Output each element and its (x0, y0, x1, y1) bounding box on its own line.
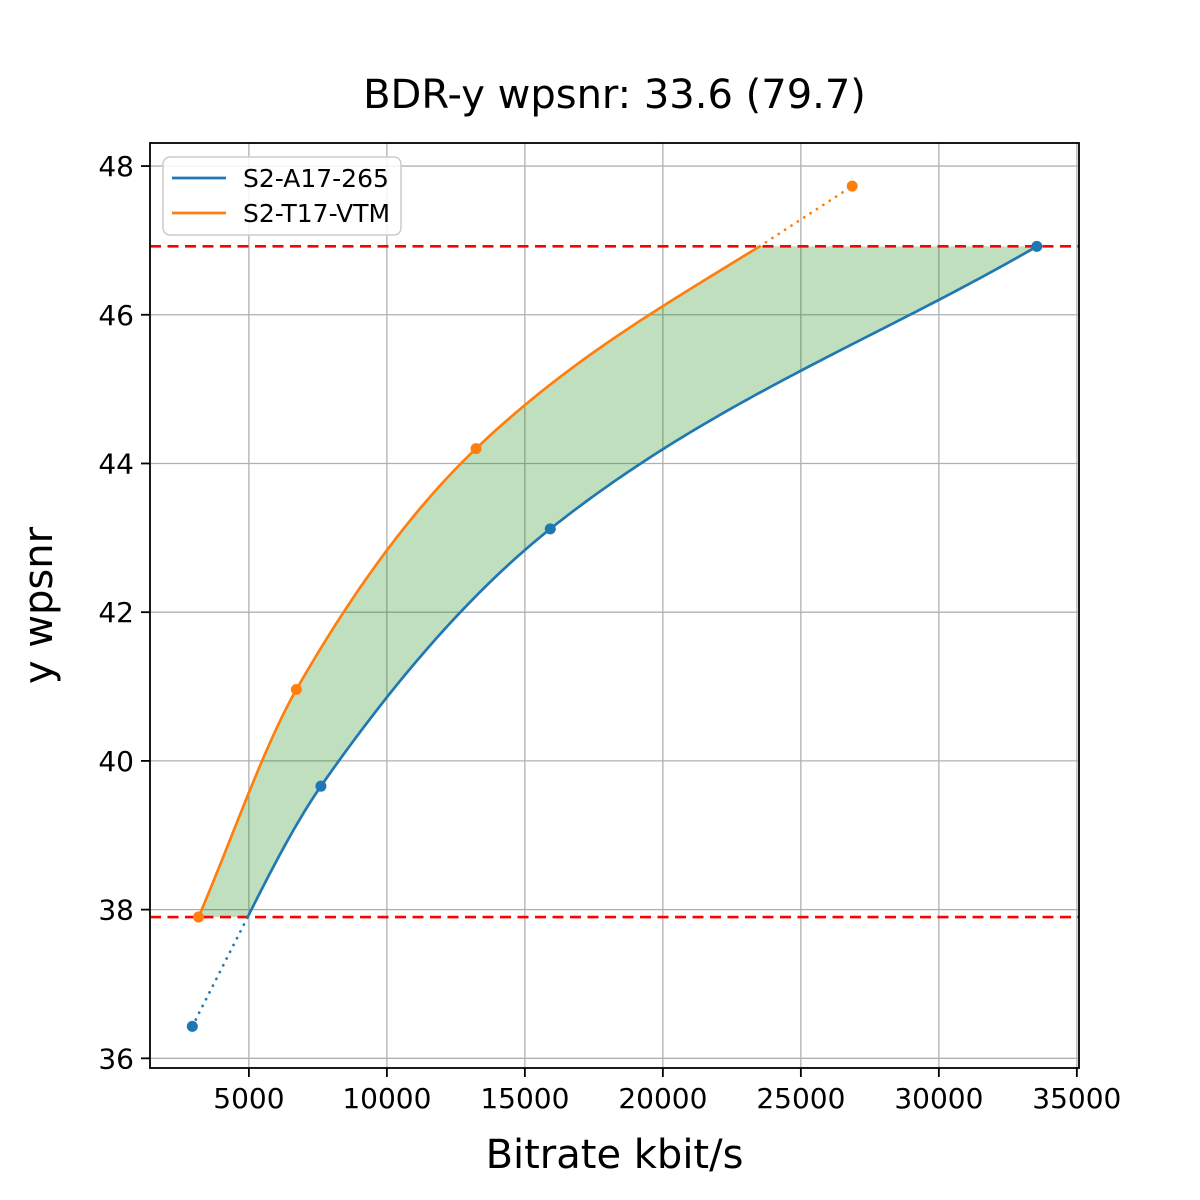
chart-title: BDR-y wpsnr: 33.6 (79.7) (363, 72, 866, 118)
plot-border (149, 142, 1080, 1069)
data-point-marker (193, 911, 205, 923)
data-point-marker (470, 443, 482, 455)
data-point-marker (846, 180, 858, 192)
series-dotted-tail-s2-t17-vtm (758, 184, 854, 248)
legend-box (162, 156, 402, 236)
x-tick-label: 25000 (756, 1082, 845, 1115)
data-point-marker (186, 1020, 198, 1032)
x-tick-label: 35000 (1032, 1082, 1121, 1115)
x-tick-label: 15000 (480, 1082, 569, 1115)
x-tick-label: 10000 (342, 1082, 431, 1115)
legend-entry-label: S2-A17-265 (243, 164, 389, 193)
y-tick-label: 48 (98, 150, 134, 183)
x-axis-label: Bitrate kbit/s (486, 1132, 744, 1178)
x-tick-label: 20000 (618, 1082, 707, 1115)
y-axis-label: y wpsnr (16, 526, 62, 684)
y-tick-label: 42 (98, 596, 134, 629)
y-tick-label: 38 (98, 894, 134, 927)
series-dotted-tail-s2-a17-265 (190, 915, 250, 1028)
data-point-marker (1031, 240, 1043, 252)
series-line-s2-a17-265 (246, 245, 1038, 918)
y-tick-label: 40 (98, 745, 134, 778)
data-point-marker (544, 523, 556, 535)
y-tick-label: 46 (98, 299, 134, 332)
legend-entry-label: S2-T17-VTM (243, 199, 390, 228)
y-tick-label: 44 (98, 447, 134, 480)
y-tick-label: 36 (98, 1042, 134, 1075)
bd-shaded-region (198, 246, 1037, 918)
data-point-marker (290, 684, 302, 696)
data-point-marker (315, 780, 327, 792)
x-tick-label: 5000 (213, 1082, 284, 1115)
x-tick-label: 30000 (894, 1082, 983, 1115)
